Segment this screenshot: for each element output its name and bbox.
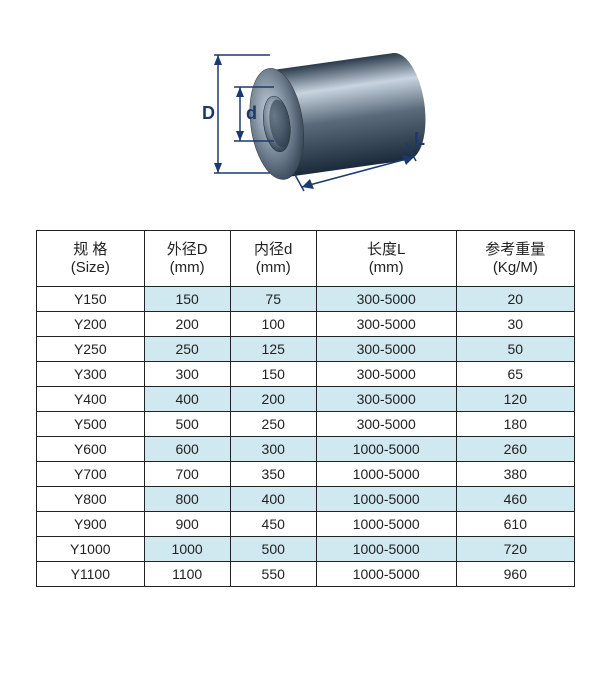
cell-inner: 500 — [230, 537, 316, 562]
table-row: Y300300150300-500065 — [37, 362, 575, 387]
spec-table-container: 规 格(Size) 外径D(mm) 内径d(mm) 长度L(mm) 参考重量(K… — [0, 220, 611, 587]
table-row: Y400400200300-5000120 — [37, 387, 575, 412]
cell-outer: 700 — [144, 462, 230, 487]
diagram-area: D d L — [0, 0, 611, 220]
cell-outer: 300 — [144, 362, 230, 387]
cell-length: 300-5000 — [316, 362, 456, 387]
cell-weight: 380 — [456, 462, 574, 487]
cell-length: 1000-5000 — [316, 437, 456, 462]
col-length: 长度L(mm) — [316, 231, 456, 287]
cell-size: Y900 — [37, 512, 145, 537]
cell-length: 300-5000 — [316, 387, 456, 412]
cell-outer: 600 — [144, 437, 230, 462]
cell-weight: 260 — [456, 437, 574, 462]
cell-outer: 400 — [144, 387, 230, 412]
table-row: Y8008004001000-5000460 — [37, 487, 575, 512]
cell-outer: 1100 — [144, 562, 230, 587]
cell-outer: 900 — [144, 512, 230, 537]
cell-size: Y1100 — [37, 562, 145, 587]
cell-outer: 200 — [144, 312, 230, 337]
cell-weight: 50 — [456, 337, 574, 362]
cell-inner: 450 — [230, 512, 316, 537]
table-row: Y7007003501000-5000380 — [37, 462, 575, 487]
table-row: Y110011005501000-5000960 — [37, 562, 575, 587]
outer-diameter-label: D — [202, 103, 215, 123]
cell-weight: 960 — [456, 562, 574, 587]
table-row: Y6006003001000-5000260 — [37, 437, 575, 462]
table-header-row: 规 格(Size) 外径D(mm) 内径d(mm) 长度L(mm) 参考重量(K… — [37, 231, 575, 287]
cell-size: Y600 — [37, 437, 145, 462]
cell-inner: 125 — [230, 337, 316, 362]
cell-size: Y150 — [37, 287, 145, 312]
cylinder-diagram: D d L — [176, 15, 436, 215]
table-row: Y15015075300-500020 — [37, 287, 575, 312]
cell-length: 300-5000 — [316, 312, 456, 337]
col-outer: 外径D(mm) — [144, 231, 230, 287]
cell-inner: 350 — [230, 462, 316, 487]
cell-inner: 300 — [230, 437, 316, 462]
cell-length: 1000-5000 — [316, 537, 456, 562]
cell-outer: 1000 — [144, 537, 230, 562]
cell-inner: 150 — [230, 362, 316, 387]
cell-weight: 120 — [456, 387, 574, 412]
cell-weight: 460 — [456, 487, 574, 512]
cell-outer: 250 — [144, 337, 230, 362]
cell-weight: 180 — [456, 412, 574, 437]
cell-inner: 200 — [230, 387, 316, 412]
cell-size: Y400 — [37, 387, 145, 412]
cell-outer: 500 — [144, 412, 230, 437]
cell-weight: 30 — [456, 312, 574, 337]
cell-inner: 100 — [230, 312, 316, 337]
cell-inner: 250 — [230, 412, 316, 437]
cell-length: 1000-5000 — [316, 562, 456, 587]
cell-size: Y1000 — [37, 537, 145, 562]
col-weight: 参考重量(Kg/M) — [456, 231, 574, 287]
cell-size: Y300 — [37, 362, 145, 387]
col-size: 规 格(Size) — [37, 231, 145, 287]
cell-weight: 610 — [456, 512, 574, 537]
cell-length: 300-5000 — [316, 412, 456, 437]
cell-size: Y800 — [37, 487, 145, 512]
length-label: L — [414, 129, 425, 149]
cell-length: 300-5000 — [316, 287, 456, 312]
cell-inner: 550 — [230, 562, 316, 587]
table-row: Y250250125300-500050 — [37, 337, 575, 362]
table-row: Y200200100300-500030 — [37, 312, 575, 337]
cell-outer: 800 — [144, 487, 230, 512]
table-row: Y9009004501000-5000610 — [37, 512, 575, 537]
cell-size: Y200 — [37, 312, 145, 337]
cell-outer: 150 — [144, 287, 230, 312]
cell-length: 1000-5000 — [316, 462, 456, 487]
spec-table: 规 格(Size) 外径D(mm) 内径d(mm) 长度L(mm) 参考重量(K… — [36, 230, 575, 587]
cell-inner: 75 — [230, 287, 316, 312]
cell-length: 1000-5000 — [316, 487, 456, 512]
cell-weight: 720 — [456, 537, 574, 562]
cell-size: Y250 — [37, 337, 145, 362]
cell-size: Y500 — [37, 412, 145, 437]
cell-length: 1000-5000 — [316, 512, 456, 537]
inner-diameter-label: d — [246, 103, 257, 123]
table-row: Y100010005001000-5000720 — [37, 537, 575, 562]
col-inner: 内径d(mm) — [230, 231, 316, 287]
cell-weight: 20 — [456, 287, 574, 312]
cell-weight: 65 — [456, 362, 574, 387]
table-row: Y500500250300-5000180 — [37, 412, 575, 437]
cell-length: 300-5000 — [316, 337, 456, 362]
cell-size: Y700 — [37, 462, 145, 487]
cell-inner: 400 — [230, 487, 316, 512]
